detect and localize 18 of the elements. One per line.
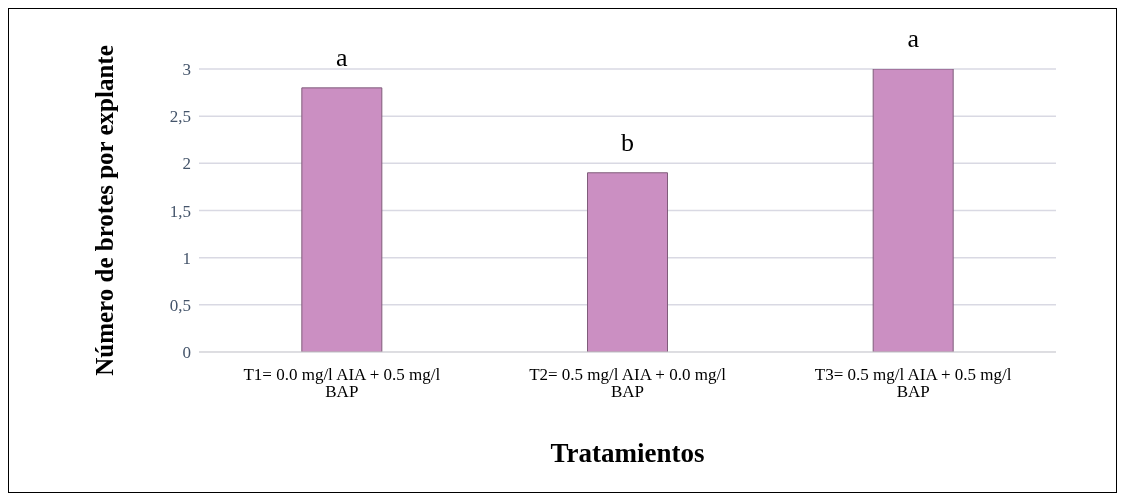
bar — [587, 172, 669, 352]
y-tick-label: 1,5 — [169, 201, 191, 221]
annotation: a — [907, 24, 920, 53]
annotation: a — [336, 42, 349, 72]
y-tick-label: 2,5 — [169, 107, 191, 127]
y-tick-label: 3 — [182, 60, 191, 80]
x-tick-label: T2= 0.5 mg/l AIA + 0.0 mg/l BAP — [529, 365, 727, 402]
y-tick-label: 1 — [182, 248, 191, 268]
x-tick-label: T1= 0.0 mg/l AIA + 0.5 mg/l BAP — [243, 365, 441, 402]
bar — [301, 87, 383, 352]
y-axis-title: Número de brotes por explante — [90, 45, 118, 376]
x-tick-label: T3= 0.5 mg/l AIA + 0.5 mg/l BAP — [814, 365, 1012, 402]
y-tick-label: 0,5 — [169, 295, 191, 315]
bar — [872, 69, 954, 352]
y-tick-label: 0 — [182, 343, 191, 363]
y-tick-label: 2 — [182, 154, 191, 174]
annotation: b — [621, 127, 634, 157]
x-axis-title: Tratamientos — [550, 438, 705, 468]
